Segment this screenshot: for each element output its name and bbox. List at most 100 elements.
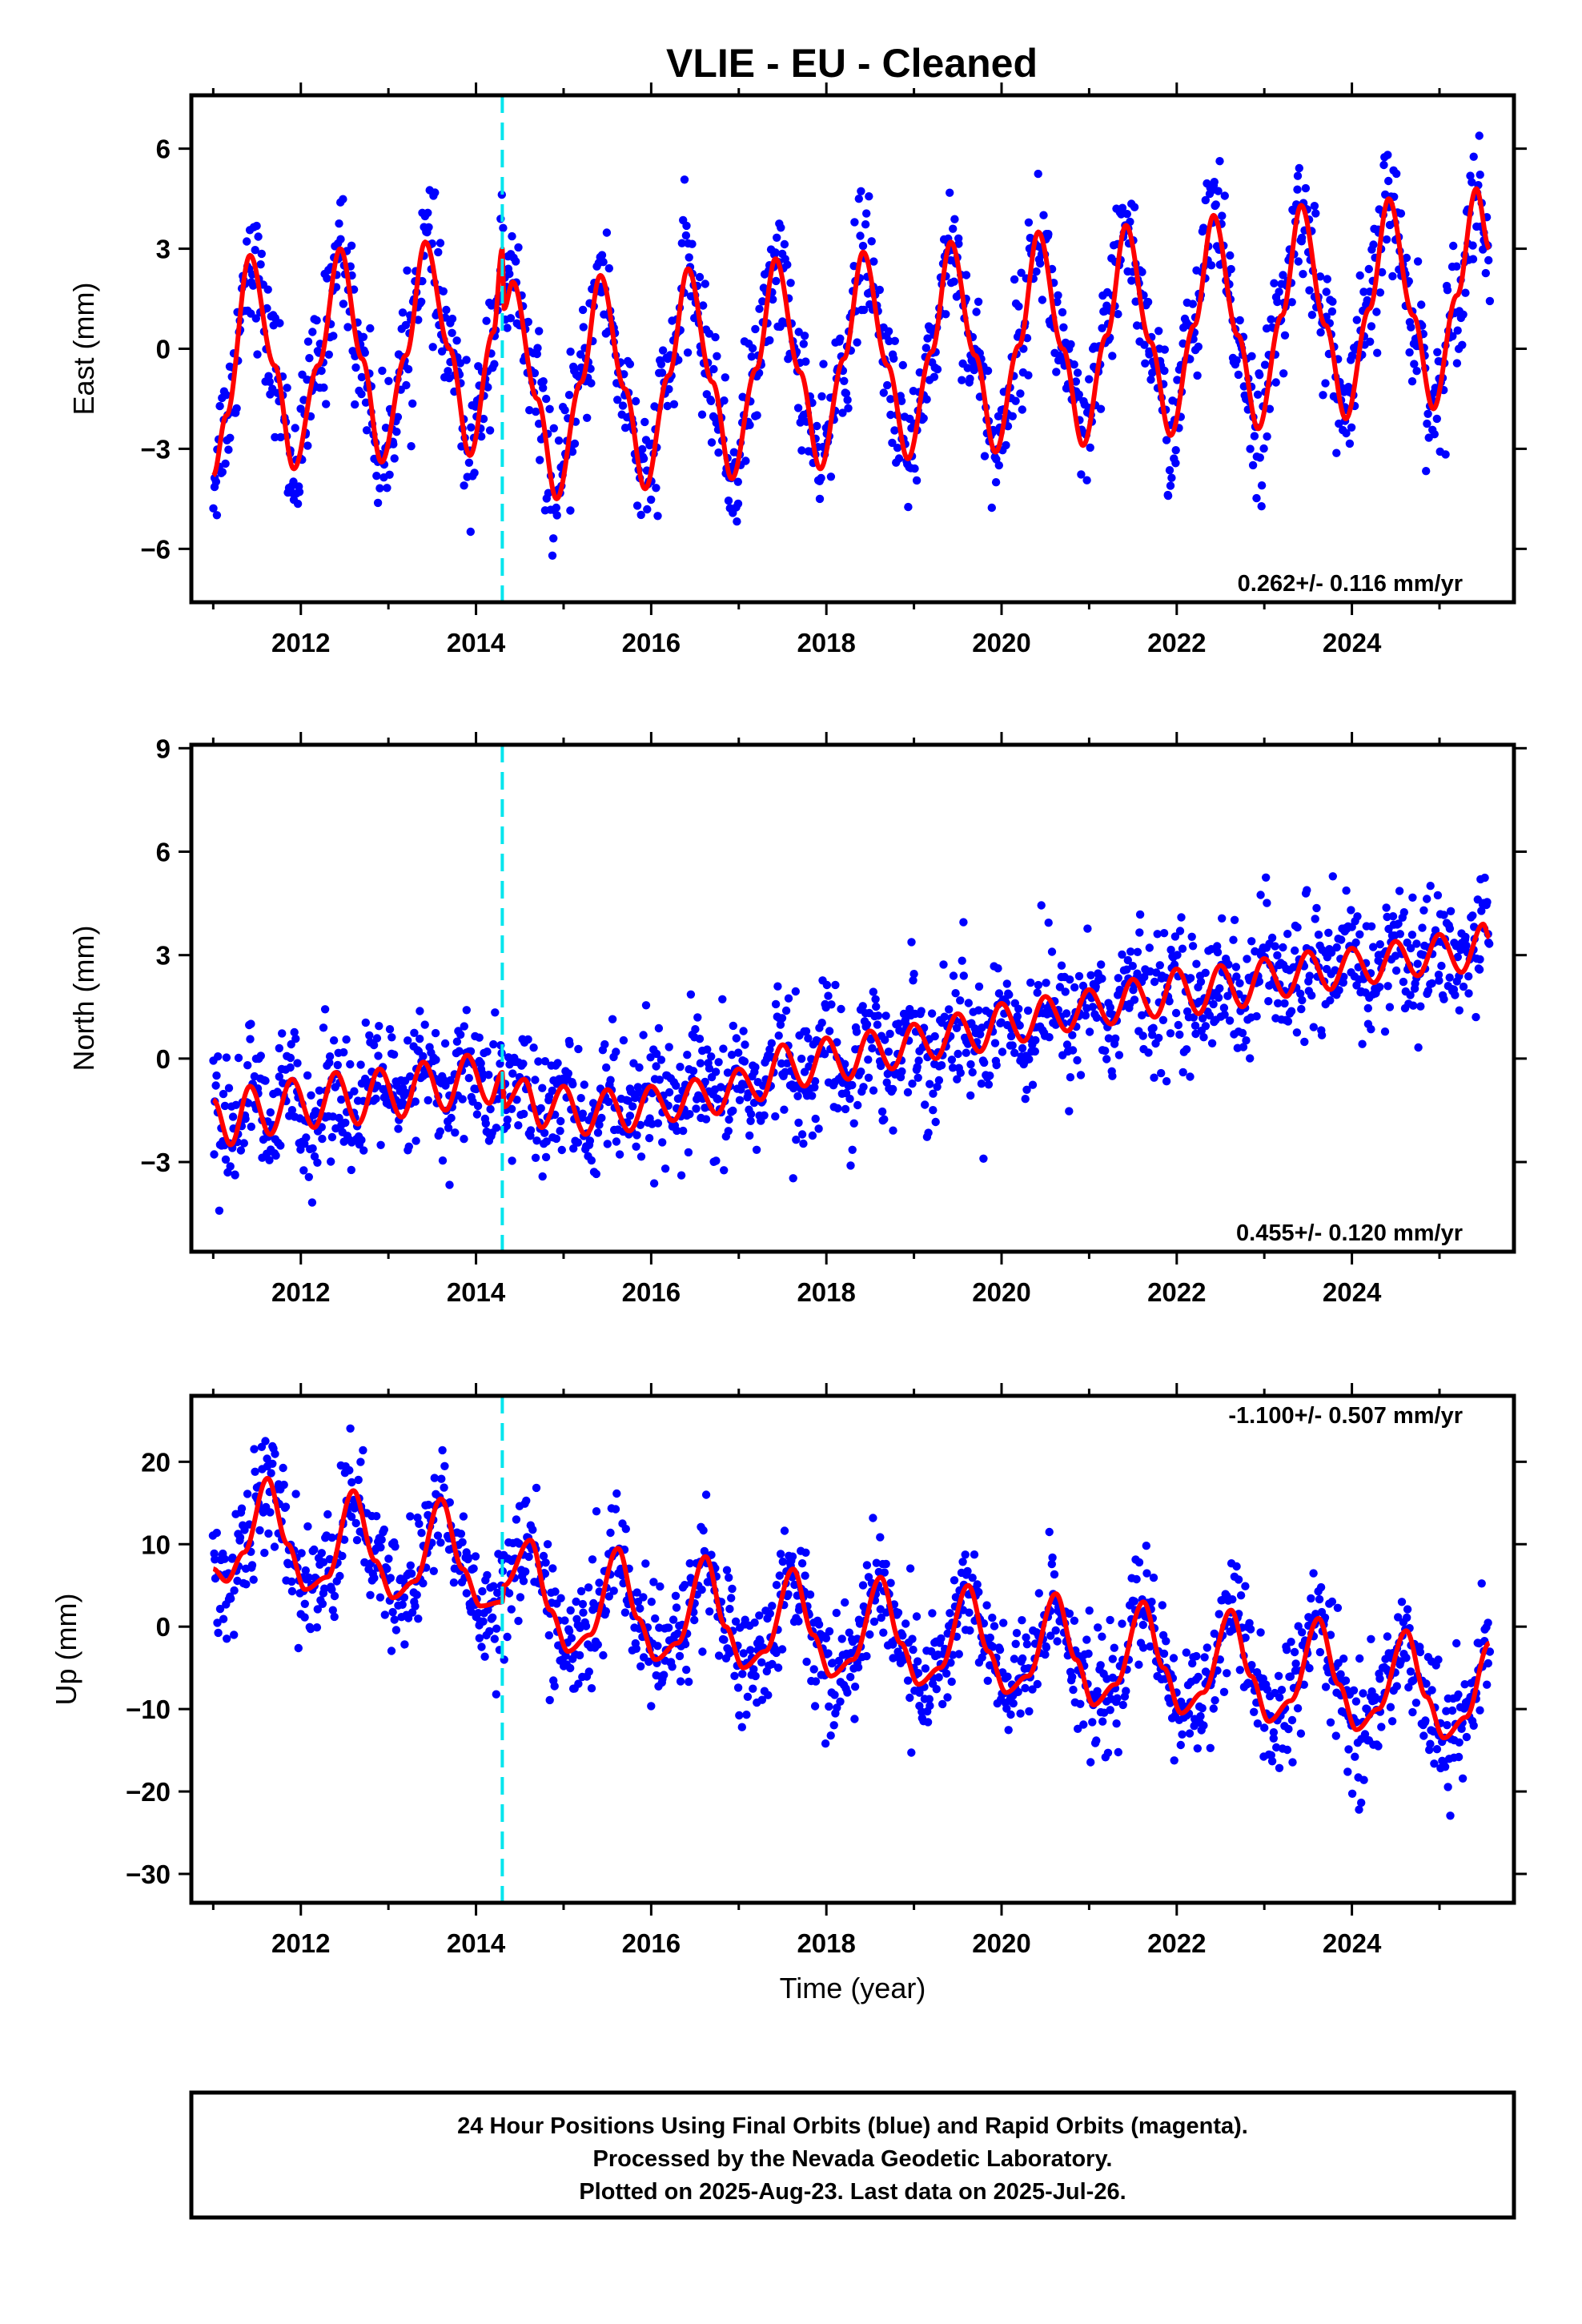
data-point — [1419, 1731, 1428, 1740]
data-point — [618, 401, 628, 410]
data-point — [1464, 972, 1473, 981]
data-point — [777, 1014, 787, 1023]
data-point — [1344, 1745, 1353, 1754]
data-point — [1145, 943, 1154, 952]
data-point — [319, 1023, 328, 1032]
data-point — [966, 1626, 974, 1635]
data-point — [1106, 1003, 1115, 1012]
data-point — [386, 1574, 395, 1582]
data-point — [1178, 944, 1187, 953]
data-point — [1455, 1738, 1464, 1747]
data-point — [632, 1644, 640, 1653]
data-point — [1102, 1055, 1111, 1063]
x-tick-label: 2014 — [447, 1277, 506, 1307]
data-point — [1342, 428, 1351, 438]
data-point — [442, 305, 451, 315]
data-point — [1437, 961, 1446, 971]
data-point — [1051, 1626, 1060, 1635]
data-point — [862, 1561, 872, 1570]
data-point — [850, 1715, 859, 1723]
data-point — [1256, 891, 1265, 899]
data-point — [673, 1126, 681, 1136]
data-point — [1022, 334, 1032, 343]
data-point — [1421, 1716, 1430, 1725]
data-point — [833, 1038, 841, 1047]
data-point — [881, 1559, 890, 1569]
data-point — [210, 1150, 219, 1159]
data-point — [1296, 989, 1305, 999]
data-point — [912, 1612, 921, 1621]
data-point — [360, 1558, 369, 1567]
data-point — [1014, 302, 1023, 311]
data-point — [913, 1657, 922, 1666]
data-point — [404, 1036, 412, 1045]
data-point — [974, 1587, 983, 1597]
data-point — [1446, 1811, 1455, 1820]
data-point — [237, 1504, 247, 1513]
data-point — [1215, 984, 1224, 993]
data-point — [226, 1162, 235, 1171]
data-point — [1468, 241, 1477, 250]
data-point — [581, 1622, 591, 1630]
data-point — [679, 1126, 688, 1136]
data-point — [1283, 1646, 1291, 1655]
data-point — [1408, 893, 1417, 903]
data-point — [1347, 906, 1355, 915]
data-point — [1322, 287, 1331, 296]
data-point — [909, 1645, 917, 1655]
data-point — [889, 354, 898, 363]
data-point — [514, 1121, 523, 1130]
data-point — [1279, 943, 1287, 952]
data-point — [1239, 1043, 1248, 1051]
data-point — [471, 1552, 480, 1561]
data-point — [728, 1584, 737, 1594]
data-point — [701, 279, 709, 288]
data-point — [669, 1615, 678, 1624]
data-point — [1296, 1729, 1306, 1738]
data-point — [974, 297, 983, 306]
data-point — [1406, 991, 1415, 999]
data-point — [214, 1052, 223, 1061]
data-point — [731, 1617, 741, 1626]
data-point — [1026, 978, 1035, 987]
data-point — [366, 324, 375, 333]
data-point — [1433, 348, 1442, 356]
data-point — [884, 327, 893, 336]
data-point — [869, 257, 878, 266]
data-point — [1004, 1726, 1013, 1735]
data-point — [797, 446, 806, 455]
data-point — [904, 502, 913, 512]
data-point — [845, 1628, 854, 1637]
data-point — [1271, 942, 1279, 951]
data-point — [1434, 1655, 1443, 1664]
data-point — [1451, 991, 1460, 999]
data-point — [438, 1156, 448, 1165]
data-point — [1286, 1672, 1295, 1681]
data-point — [1269, 1734, 1279, 1743]
data-point — [1280, 331, 1290, 340]
data-point — [267, 1469, 275, 1478]
data-point — [251, 246, 259, 255]
data-point — [1154, 1033, 1163, 1043]
data-point — [265, 377, 274, 386]
data-point — [749, 1684, 757, 1693]
data-point — [1246, 1625, 1255, 1634]
data-point — [1157, 1068, 1166, 1078]
data-point — [1321, 1683, 1331, 1691]
data-point — [632, 1588, 641, 1597]
data-point — [765, 1609, 774, 1618]
data-point — [606, 1076, 615, 1084]
data-point — [1199, 1033, 1208, 1042]
data-point — [404, 1142, 413, 1152]
data-point — [524, 317, 532, 327]
data-point — [859, 305, 869, 315]
data-point — [701, 1490, 711, 1499]
data-point — [1052, 368, 1061, 376]
data-point — [299, 1166, 308, 1175]
data-point — [530, 368, 540, 378]
data-point — [458, 1538, 467, 1547]
data-point — [903, 1088, 913, 1097]
data-point — [858, 1002, 867, 1011]
data-point — [424, 208, 432, 217]
data-point — [1076, 1071, 1086, 1080]
